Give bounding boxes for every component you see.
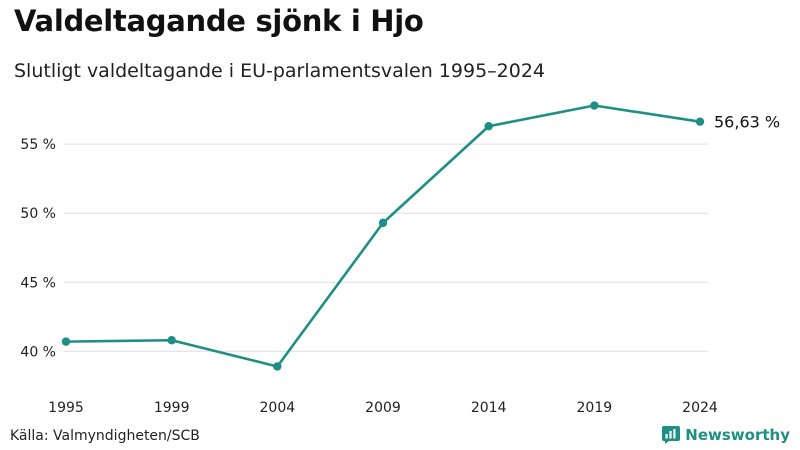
brand-logo: Newsworthy (662, 426, 790, 444)
brand-name: Newsworthy (685, 426, 790, 444)
data-series: 56,63 % (61, 101, 780, 371)
y-axis-labels: 40 % 45 % 50 % 55 % (20, 137, 56, 360)
source-note: Källa: Valmyndigheten/SCB (10, 428, 200, 444)
chart-title: Valdeltagande sjönk i Hjo (14, 4, 424, 38)
y-tick-label: 55 % (20, 137, 56, 153)
x-tick-label: 2009 (365, 400, 401, 416)
x-axis-labels: 1995 1999 2004 2009 2014 2019 2024 (48, 400, 718, 416)
data-point (484, 122, 493, 131)
x-tick-label: 1995 (48, 400, 84, 416)
data-point (378, 218, 388, 228)
x-tick-label: 2004 (260, 400, 296, 416)
data-point (61, 337, 71, 346)
x-tick-label: 1999 (154, 400, 190, 416)
y-tick-label: 45 % (20, 275, 56, 291)
x-tick-label: 2024 (682, 400, 718, 416)
chart-subtitle: Slutligt valdeltagande i EU-parlamentsva… (14, 60, 546, 82)
y-tick-label: 50 % (20, 206, 56, 222)
data-point (590, 101, 599, 110)
data-point (695, 117, 705, 126)
data-point (167, 336, 176, 345)
data-point (273, 362, 282, 371)
y-tick-label: 40 % (20, 344, 56, 360)
newsworthy-logo-icon (662, 426, 681, 444)
gridlines (64, 143, 708, 352)
end-value-label: 56,63 % (714, 113, 780, 132)
x-tick-label: 2019 (577, 400, 613, 416)
x-tick-label: 2014 (471, 400, 507, 416)
